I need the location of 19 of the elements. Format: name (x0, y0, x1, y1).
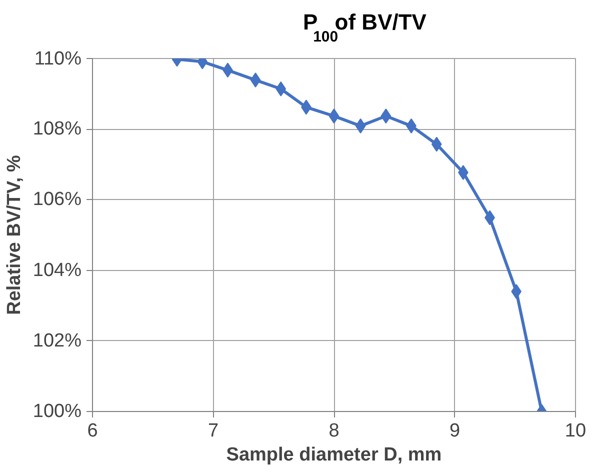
y-tick-label: 106% (32, 189, 82, 210)
point (250, 72, 261, 88)
x-tick-label: 6 (87, 420, 98, 442)
x-tick-label: 8 (328, 420, 340, 442)
y-axis-title: Relative BV/TV, % (4, 154, 25, 315)
x-tick-label: 10 (564, 420, 586, 442)
y-tick-label: 100% (32, 401, 82, 422)
y-tick-label: 108% (32, 118, 82, 140)
y-tick-label: 102% (32, 330, 82, 352)
y-tick-label: 110% (34, 48, 82, 70)
y-tick-label: 104% (32, 260, 82, 281)
x-axis-title: Sample diameter D, mm (226, 444, 442, 466)
point (355, 118, 366, 134)
x-tick-label: 7 (208, 420, 219, 442)
point (380, 108, 392, 124)
point (276, 81, 286, 96)
point (431, 136, 442, 152)
x-tick-label: 9 (449, 420, 460, 442)
point (328, 108, 340, 124)
